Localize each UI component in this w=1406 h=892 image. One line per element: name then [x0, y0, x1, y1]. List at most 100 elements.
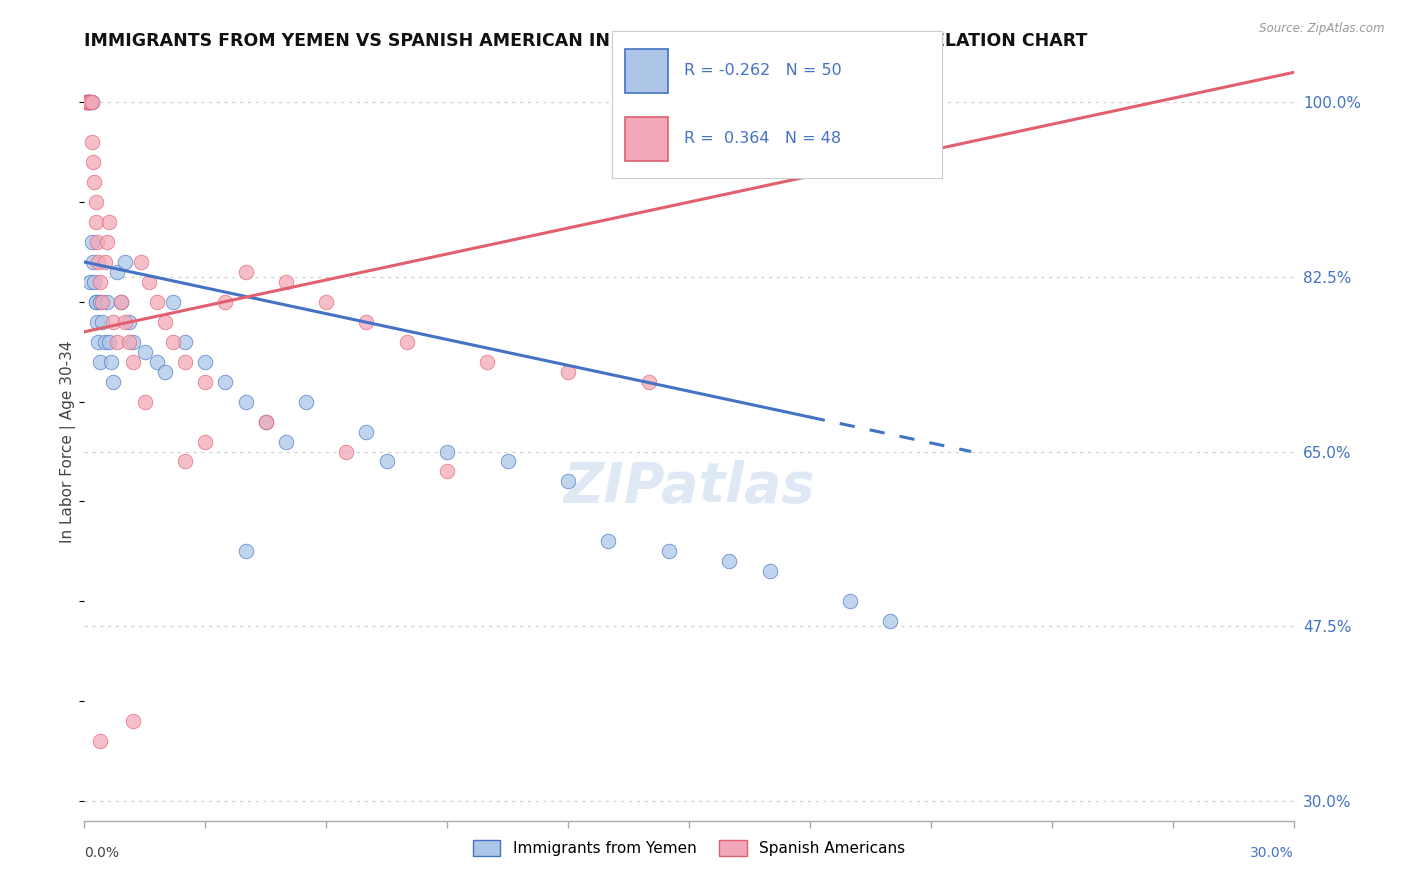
- Point: [118, 334, 141, 349]
- Point: [174, 334, 197, 349]
- Point: [174, 454, 197, 468]
- Point: [235, 265, 257, 279]
- Point: [879, 614, 901, 628]
- Point: [557, 475, 579, 489]
- Text: Source: ZipAtlas.com: Source: ZipAtlas.com: [1260, 22, 1385, 36]
- Point: [105, 265, 128, 279]
- Point: [162, 294, 184, 309]
- Point: [153, 365, 176, 379]
- Point: [84, 195, 107, 210]
- Text: IMMIGRANTS FROM YEMEN VS SPANISH AMERICAN IN LABOR FORCE | AGE 30-34 CORRELATION: IMMIGRANTS FROM YEMEN VS SPANISH AMERICA…: [84, 32, 1088, 50]
- Point: [87, 255, 110, 269]
- Point: [77, 95, 100, 110]
- Point: [76, 95, 98, 110]
- Point: [121, 355, 143, 369]
- Point: [138, 275, 160, 289]
- Point: [87, 334, 110, 349]
- Point: [214, 294, 236, 309]
- Point: [146, 355, 169, 369]
- Point: [214, 375, 236, 389]
- Point: [86, 235, 108, 249]
- Point: [82, 255, 104, 269]
- Point: [121, 714, 143, 728]
- Point: [97, 215, 120, 229]
- Point: [91, 294, 114, 309]
- Point: [114, 315, 136, 329]
- Point: [356, 315, 378, 329]
- Point: [79, 95, 101, 110]
- Point: [129, 255, 152, 269]
- Point: [274, 275, 297, 289]
- FancyBboxPatch shape: [624, 49, 668, 93]
- Point: [100, 355, 122, 369]
- Point: [315, 294, 337, 309]
- Point: [80, 95, 103, 110]
- Point: [79, 275, 101, 289]
- Point: [91, 315, 114, 329]
- Point: [89, 355, 111, 369]
- Point: [121, 334, 143, 349]
- Point: [77, 95, 100, 110]
- Point: [718, 554, 741, 568]
- Legend: Immigrants from Yemen, Spanish Americans: Immigrants from Yemen, Spanish Americans: [467, 834, 911, 863]
- Point: [254, 415, 277, 429]
- Point: [118, 315, 141, 329]
- Point: [82, 235, 104, 249]
- Point: [395, 334, 418, 349]
- Point: [758, 564, 780, 578]
- Point: [82, 135, 104, 149]
- Point: [105, 334, 128, 349]
- Point: [557, 365, 579, 379]
- Point: [839, 594, 862, 608]
- Point: [86, 294, 108, 309]
- Point: [134, 344, 156, 359]
- Point: [96, 235, 118, 249]
- Text: ZIPatlas: ZIPatlas: [564, 460, 814, 514]
- Point: [194, 375, 217, 389]
- Point: [110, 294, 132, 309]
- Point: [83, 275, 105, 289]
- Point: [86, 215, 108, 229]
- Point: [77, 95, 100, 110]
- Point: [295, 394, 318, 409]
- FancyBboxPatch shape: [624, 117, 668, 161]
- Point: [477, 355, 499, 369]
- Point: [101, 315, 124, 329]
- Point: [174, 355, 197, 369]
- Point: [162, 334, 184, 349]
- Point: [274, 434, 297, 449]
- Point: [356, 425, 378, 439]
- Point: [76, 95, 98, 110]
- Point: [194, 355, 217, 369]
- Point: [496, 454, 519, 468]
- Point: [436, 444, 458, 458]
- Point: [194, 434, 217, 449]
- Point: [80, 95, 103, 110]
- Point: [110, 294, 132, 309]
- Point: [235, 394, 257, 409]
- Point: [375, 454, 398, 468]
- Point: [637, 375, 659, 389]
- Text: R = -0.262   N = 50: R = -0.262 N = 50: [685, 63, 842, 78]
- Point: [134, 394, 156, 409]
- Point: [79, 95, 101, 110]
- Point: [89, 275, 111, 289]
- Point: [153, 315, 176, 329]
- Point: [93, 334, 115, 349]
- Point: [89, 734, 111, 748]
- Point: [77, 95, 100, 110]
- Text: R =  0.364   N = 48: R = 0.364 N = 48: [685, 131, 841, 146]
- Point: [598, 534, 620, 549]
- Point: [84, 294, 107, 309]
- Point: [335, 444, 357, 458]
- Point: [114, 255, 136, 269]
- Point: [96, 294, 118, 309]
- Y-axis label: In Labor Force | Age 30-34: In Labor Force | Age 30-34: [60, 340, 76, 543]
- Point: [436, 465, 458, 479]
- Point: [97, 334, 120, 349]
- Point: [75, 95, 97, 110]
- Point: [146, 294, 169, 309]
- Text: 0.0%: 0.0%: [84, 846, 120, 860]
- Point: [658, 544, 681, 558]
- Text: 30.0%: 30.0%: [1250, 846, 1294, 860]
